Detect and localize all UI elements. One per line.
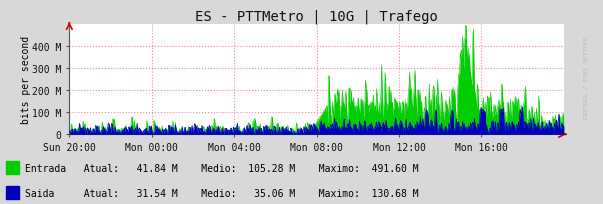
Y-axis label: bits per second: bits per second [21,36,31,123]
Text: Saida     Atual:   31.54 M    Medio:   35.06 M    Maximo:  130.68 M: Saida Atual: 31.54 M Medio: 35.06 M Maxi… [25,188,419,198]
Text: RRDTOOL / TOBI OETIKER: RRDTOOL / TOBI OETIKER [584,37,589,119]
Title: ES - PTTMetro | 10G | Trafego: ES - PTTMetro | 10G | Trafego [195,9,438,24]
Text: Entrada   Atual:   41.84 M    Medio:  105.28 M    Maximo:  491.60 M: Entrada Atual: 41.84 M Medio: 105.28 M M… [25,163,419,173]
